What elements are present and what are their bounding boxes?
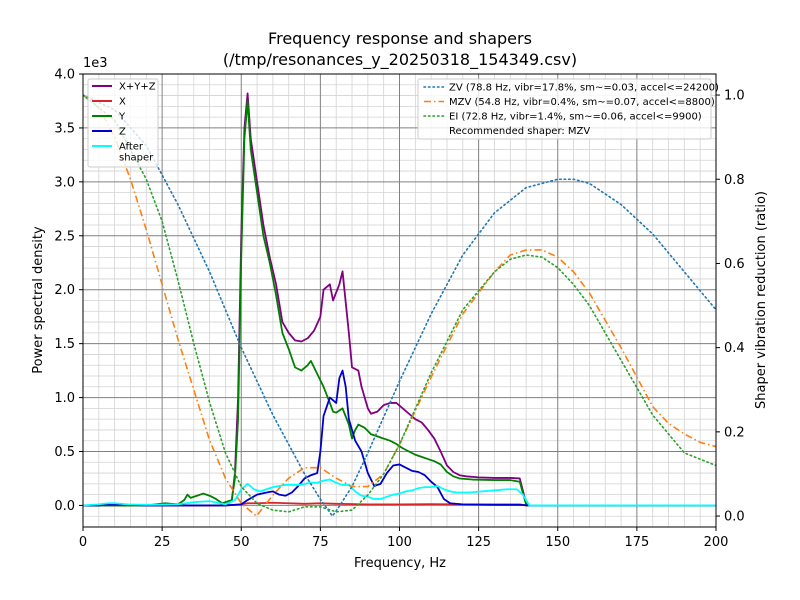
legend-recommended-shaper: Recommended shaper: MZV bbox=[449, 126, 590, 137]
y-tick-label: 0.5 bbox=[54, 445, 75, 460]
y-multiplier: 1e3 bbox=[83, 56, 108, 71]
series-line-0 bbox=[83, 92, 716, 507]
chart-title-line1: Frequency response and shapers bbox=[268, 29, 532, 48]
legend-right: ZV (78.8 Hz, vibr=17.8%, sm~=0.03, accel… bbox=[417, 78, 719, 140]
y-tick-label: 1.0 bbox=[54, 391, 75, 406]
y2-tick-label: 0.8 bbox=[724, 173, 745, 188]
y-tick-label: 2.0 bbox=[54, 283, 75, 298]
y-tick-label: 0.0 bbox=[54, 499, 75, 514]
legend-right-box bbox=[417, 78, 712, 140]
x-tick-label: 125 bbox=[466, 535, 491, 550]
series-line-3 bbox=[83, 369, 716, 507]
y-tick-label: 2.5 bbox=[54, 229, 75, 244]
chart-title-line2: (/tmp/resonances_y_20250318_154349.csv) bbox=[223, 50, 577, 70]
y2-tick-label: 0.6 bbox=[724, 257, 745, 272]
y-tick-label: 3.0 bbox=[54, 175, 75, 190]
legend-entry: X+Y+Z bbox=[119, 82, 156, 93]
x-tick-label: 175 bbox=[624, 535, 649, 550]
series-line-7 bbox=[83, 94, 716, 513]
grid bbox=[82, 73, 717, 527]
y-tick-label: 3.5 bbox=[54, 121, 75, 136]
legend-entry: EI (72.8 Hz, vibr=1.4%, sm~=0.06, accel<… bbox=[449, 112, 702, 123]
series-line-6 bbox=[83, 94, 716, 517]
y-tick-label: 4.0 bbox=[54, 68, 75, 83]
x-tick-label: 200 bbox=[704, 535, 729, 550]
x-tick-label: 0 bbox=[79, 535, 87, 550]
y2-tick-label: 0.4 bbox=[724, 341, 745, 356]
x-tick-label: 50 bbox=[233, 535, 250, 550]
y-tick-label: 1.5 bbox=[54, 337, 75, 352]
y2-tick-label: 1.0 bbox=[724, 89, 745, 104]
x-axis-label: Frequency, Hz bbox=[354, 556, 446, 571]
series-line-4 bbox=[83, 478, 716, 507]
legend-entry: X bbox=[119, 97, 126, 108]
y2-axis-label: Shaper vibration reduction (ratio) bbox=[754, 191, 769, 409]
legend-entry: ZV (78.8 Hz, vibr=17.8%, sm~=0.03, accel… bbox=[449, 83, 719, 94]
axes: 0 25 50 75 100 125 150 175 200 0.0 0.5 1.0 1.5 2.0 2.5… bbox=[54, 68, 744, 551]
legend-entry: MZV (54.8 Hz, vibr=0.4%, sm~=0.07, accel… bbox=[449, 97, 715, 108]
x-tick-label: 150 bbox=[545, 535, 570, 550]
series-line-2 bbox=[83, 100, 716, 507]
x-tick-label: 75 bbox=[312, 535, 329, 550]
legend-entry: shaper bbox=[119, 153, 154, 164]
series-layer bbox=[83, 92, 716, 517]
x-tick-label: 100 bbox=[387, 535, 412, 550]
legend-entry: Z bbox=[119, 127, 126, 138]
y2-tick-label: 0.0 bbox=[724, 510, 745, 525]
x-tick-label: 25 bbox=[154, 535, 171, 550]
legend-entry: Y bbox=[118, 112, 126, 123]
legend-entry: After bbox=[119, 142, 144, 153]
y2-tick-label: 0.2 bbox=[724, 425, 745, 440]
y-axis-label: Power spectral density bbox=[31, 226, 46, 374]
